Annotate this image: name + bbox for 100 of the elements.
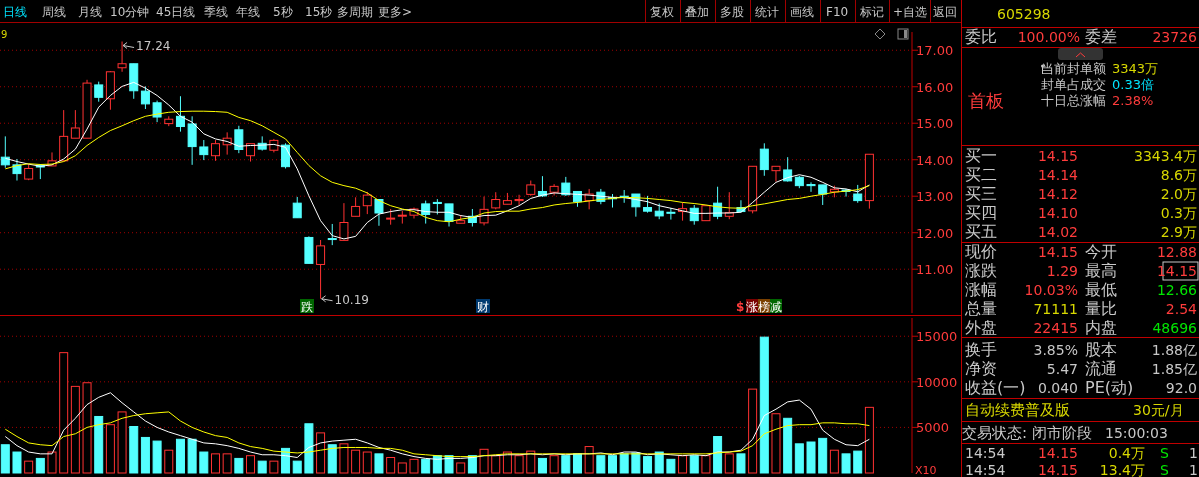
candlestick bbox=[70, 109, 80, 139]
y-tick-label: 12.00 bbox=[916, 225, 954, 241]
text: 14.15 bbox=[1037, 148, 1078, 164]
text: 买三 bbox=[965, 184, 997, 203]
text: 1.85亿 bbox=[1151, 361, 1197, 377]
bar bbox=[327, 444, 337, 474]
text: 画线 bbox=[790, 5, 814, 19]
bar bbox=[129, 426, 139, 474]
text: 3343万 bbox=[1112, 61, 1159, 76]
text: S bbox=[1160, 462, 1169, 477]
candlestick bbox=[117, 40, 127, 73]
text: 92.0 bbox=[1165, 380, 1197, 396]
text: 涨幅 bbox=[965, 280, 997, 299]
candlestick bbox=[187, 115, 197, 166]
text: 换手 bbox=[965, 340, 997, 359]
bar bbox=[666, 458, 676, 474]
bar bbox=[643, 456, 653, 474]
text: 年线 bbox=[236, 5, 260, 19]
candlestick bbox=[140, 85, 150, 110]
candlestick bbox=[771, 165, 781, 183]
text: X10 bbox=[915, 464, 937, 477]
text: 45日线 bbox=[156, 5, 196, 19]
bar bbox=[619, 453, 629, 474]
candlestick bbox=[199, 139, 209, 161]
candlestick bbox=[561, 176, 571, 197]
text: 0.3万 bbox=[1160, 205, 1197, 221]
text: 15秒 bbox=[305, 5, 333, 19]
bar bbox=[164, 449, 174, 474]
bar bbox=[829, 449, 839, 474]
text: 流通 bbox=[1085, 359, 1117, 378]
text: 外盘 bbox=[965, 318, 997, 337]
candlestick bbox=[210, 139, 220, 162]
text: 10分钟 bbox=[110, 5, 150, 19]
bar bbox=[596, 455, 606, 474]
text: 0.4万 bbox=[1108, 445, 1145, 461]
text: 605298 bbox=[997, 6, 1051, 22]
bar bbox=[491, 455, 501, 474]
text: 12.66 bbox=[1156, 282, 1198, 298]
text: 48696 bbox=[1152, 320, 1198, 336]
text: 14.15 bbox=[1037, 445, 1078, 461]
annotation: 9 bbox=[1, 29, 8, 40]
text: 14.12 bbox=[1037, 186, 1078, 202]
candlestick bbox=[12, 158, 22, 182]
bar bbox=[234, 457, 244, 474]
bar bbox=[572, 453, 582, 474]
y-tick-label: 17.00 bbox=[916, 43, 954, 59]
y-tick-label: 5000 bbox=[916, 420, 950, 436]
text: 23726 bbox=[1152, 29, 1198, 45]
candlestick bbox=[806, 181, 816, 193]
bar bbox=[456, 462, 466, 474]
bar bbox=[105, 424, 115, 474]
text: 月线 bbox=[78, 5, 102, 19]
candlestick bbox=[818, 184, 828, 206]
text: 买四 bbox=[965, 203, 997, 222]
bar bbox=[374, 453, 384, 474]
text: PE(动) bbox=[1085, 378, 1134, 397]
bar bbox=[222, 453, 232, 474]
candlestick bbox=[281, 142, 291, 169]
text: 2.9万 bbox=[1160, 224, 1197, 240]
text: 1.29 bbox=[1046, 263, 1078, 279]
bar bbox=[736, 453, 746, 474]
line-series bbox=[4, 411, 870, 458]
candlestick bbox=[339, 202, 349, 241]
text: 71111 bbox=[1033, 301, 1078, 317]
bar bbox=[783, 417, 793, 474]
text: 涨跌 bbox=[965, 261, 997, 280]
candlestick bbox=[316, 239, 326, 300]
y-tick-label: 15000 bbox=[916, 329, 958, 345]
text: 5.47 bbox=[1046, 361, 1078, 377]
text: 标记 bbox=[859, 5, 884, 19]
text: 2.54 bbox=[1165, 301, 1198, 317]
bar bbox=[59, 352, 69, 474]
text: 现价 bbox=[965, 242, 997, 261]
text: 最高 bbox=[1085, 261, 1117, 280]
bar bbox=[187, 438, 197, 474]
text: 30元/月 bbox=[1133, 402, 1184, 418]
text: 委比 bbox=[965, 27, 997, 46]
text: 收益(一) bbox=[965, 378, 1026, 397]
bar bbox=[479, 448, 489, 474]
text: 量比 bbox=[1085, 299, 1117, 318]
y-tick-label: 14.00 bbox=[916, 152, 954, 168]
text: 封单占成交 bbox=[1041, 77, 1106, 92]
bar bbox=[362, 451, 372, 474]
text: 12.88 bbox=[1156, 244, 1197, 260]
text: 5秒 bbox=[273, 5, 293, 19]
bar bbox=[140, 436, 150, 474]
text: 今开 bbox=[1085, 242, 1117, 261]
text: 14.10 bbox=[1037, 205, 1078, 221]
bar bbox=[12, 451, 22, 474]
bar bbox=[654, 451, 664, 474]
bar bbox=[94, 415, 104, 474]
bar bbox=[257, 460, 267, 474]
bar bbox=[689, 455, 699, 474]
text: 自动续费普及版 bbox=[965, 401, 1070, 419]
text: 交易状态: 闭市阶段 bbox=[962, 424, 1092, 442]
bar bbox=[759, 336, 769, 474]
bar bbox=[0, 444, 10, 474]
text: 0.33倍 bbox=[1112, 77, 1154, 92]
text: 统计 bbox=[755, 5, 779, 19]
text: 1.88亿 bbox=[1151, 342, 1197, 358]
